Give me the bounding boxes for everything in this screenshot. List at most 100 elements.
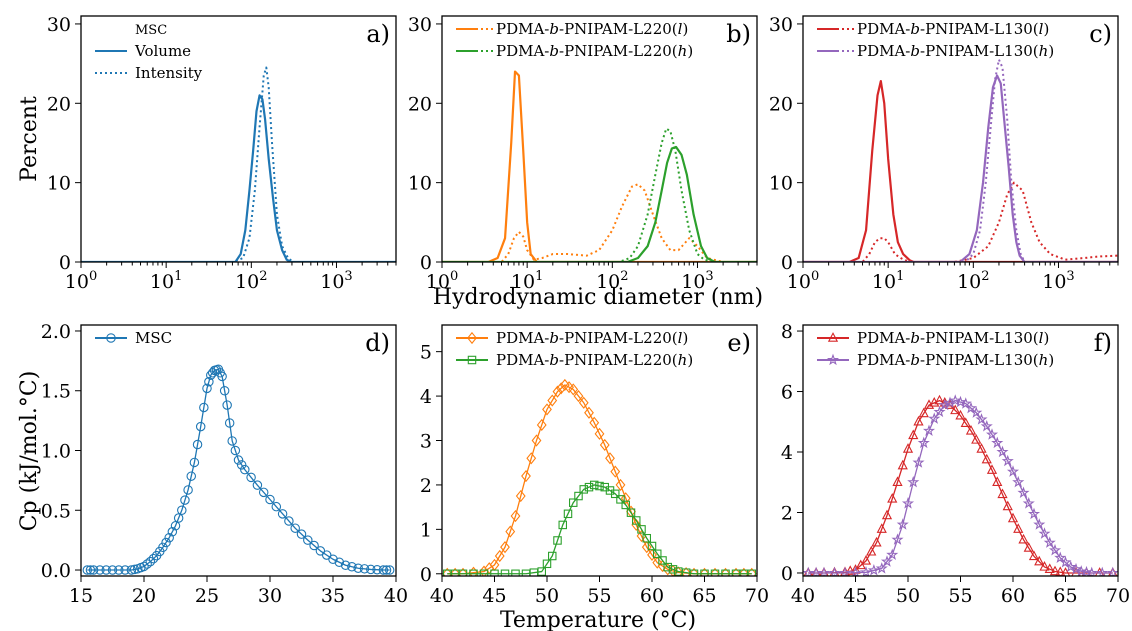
y-tick-label: 10 bbox=[769, 173, 793, 195]
data-point bbox=[126, 565, 137, 575]
data-point bbox=[309, 540, 319, 551]
y-tick-label: 20 bbox=[47, 93, 71, 115]
legend-label: PDMA-b-PNIPAM-L220(h) bbox=[496, 351, 693, 369]
panel-label: e) bbox=[727, 329, 751, 357]
data-point bbox=[699, 567, 710, 576]
y-tick-label: 0 bbox=[781, 563, 793, 585]
data-point bbox=[328, 554, 338, 565]
data-point bbox=[252, 480, 263, 490]
data-point bbox=[347, 561, 357, 572]
x-tick-label: 70 bbox=[745, 585, 769, 607]
legend-label: PDMA-b-PNIPAM-L220(l) bbox=[496, 20, 688, 38]
data-point bbox=[886, 548, 899, 560]
series-line-0 bbox=[81, 94, 396, 262]
data-point bbox=[1054, 551, 1067, 564]
panel-f: 40 45 50 55 60 65 70 0 2 4 6 8 f) PDMA-b-PNIPAM-L130(… bbox=[781, 321, 1130, 607]
data-point bbox=[204, 377, 214, 387]
plot-area bbox=[442, 378, 757, 576]
data-point bbox=[1033, 518, 1046, 530]
legend-entry: Volume bbox=[95, 42, 191, 60]
x-tick-label: 45 bbox=[843, 585, 867, 607]
data-point bbox=[1106, 566, 1118, 576]
data-point bbox=[620, 492, 631, 505]
series-line-2 bbox=[803, 74, 1118, 262]
data-point bbox=[359, 564, 370, 574]
y-tick-label: 30 bbox=[47, 14, 71, 36]
legend-label: PDMA-b-PNIPAM-L130(l) bbox=[857, 20, 1049, 38]
y-tick-label: 30 bbox=[769, 14, 793, 36]
plot-area bbox=[442, 70, 757, 262]
data-point bbox=[284, 516, 294, 526]
x-axis-title-bottom: Temperature (°C) bbox=[500, 608, 696, 631]
data-point bbox=[594, 427, 605, 440]
data-point bbox=[1002, 500, 1013, 511]
x-tick-label: 15 bbox=[69, 585, 93, 607]
series-markers-1 bbox=[803, 394, 1118, 576]
data-point bbox=[981, 453, 992, 464]
legend-label: PDMA-b-PNIPAM-L220(l) bbox=[496, 329, 688, 347]
y-tick-label: 1 bbox=[420, 519, 432, 541]
legend-entry: PDMA-b-PNIPAM-L130(h) bbox=[817, 42, 1054, 60]
y-tick-label: 20 bbox=[408, 93, 432, 115]
data-point bbox=[908, 429, 919, 440]
data-point bbox=[82, 565, 93, 575]
series-line-3 bbox=[803, 58, 1118, 262]
data-point bbox=[918, 407, 929, 418]
data-point bbox=[265, 494, 275, 505]
legend-marker bbox=[106, 333, 116, 343]
data-point bbox=[838, 566, 852, 576]
data-point bbox=[526, 452, 537, 465]
y-tick-label: 5 bbox=[420, 342, 432, 364]
legend-marker bbox=[826, 353, 840, 366]
data-point bbox=[511, 569, 520, 576]
data-point bbox=[505, 525, 516, 538]
data-point bbox=[970, 406, 983, 418]
data-point bbox=[537, 567, 546, 576]
data-point bbox=[167, 527, 178, 537]
y-tick-label: 30 bbox=[408, 14, 432, 36]
x-tick-label: 103 bbox=[1042, 269, 1074, 293]
data-point bbox=[819, 567, 829, 576]
data-point bbox=[700, 569, 709, 576]
x-tick-label: 100 bbox=[426, 269, 458, 293]
legend-entry: PDMA-b-PNIPAM-L130(h) bbox=[817, 351, 1054, 369]
data-point bbox=[277, 509, 288, 519]
data-point bbox=[1044, 563, 1055, 573]
data-point bbox=[384, 565, 395, 575]
legend-label: PDMA-b-PNIPAM-L220(h) bbox=[496, 42, 693, 60]
data-point bbox=[510, 509, 521, 523]
legend-marker bbox=[467, 355, 477, 365]
data-point bbox=[803, 567, 813, 576]
y-tick-label: 0 bbox=[420, 564, 432, 586]
legend-label: PDMA-b-PNIPAM-L130(l) bbox=[857, 329, 1049, 347]
data-point bbox=[515, 489, 526, 503]
data-point bbox=[631, 518, 642, 531]
data-point bbox=[746, 567, 757, 576]
data-point bbox=[584, 482, 594, 492]
data-point bbox=[881, 509, 893, 520]
y-tick-label: 6 bbox=[781, 382, 793, 404]
x-tick-label: 25 bbox=[195, 585, 219, 607]
data-point bbox=[955, 409, 966, 420]
data-point bbox=[129, 564, 140, 575]
series-line-1 bbox=[803, 181, 1118, 262]
data-point bbox=[997, 488, 1008, 499]
data-point bbox=[458, 569, 468, 576]
series-markers-1 bbox=[442, 480, 756, 576]
x-tick-label: 101 bbox=[872, 269, 904, 293]
data-point bbox=[631, 516, 641, 525]
data-point bbox=[610, 465, 621, 478]
y-axis-title-top: Percent bbox=[17, 96, 42, 182]
x-tick-label: 103 bbox=[681, 269, 713, 293]
data-point bbox=[817, 566, 831, 576]
data-point bbox=[901, 497, 915, 509]
data-point bbox=[1007, 512, 1019, 523]
data-point bbox=[230, 445, 241, 456]
series-line-0 bbox=[442, 70, 757, 262]
data-point bbox=[490, 569, 499, 576]
panel-d: 15 20 25 30 35 40 0.0 0.5 1.0 1.5 2.0 d) MSC bbox=[41, 321, 408, 607]
data-point bbox=[721, 569, 730, 576]
data-point bbox=[442, 567, 453, 576]
data-point bbox=[1017, 486, 1030, 498]
